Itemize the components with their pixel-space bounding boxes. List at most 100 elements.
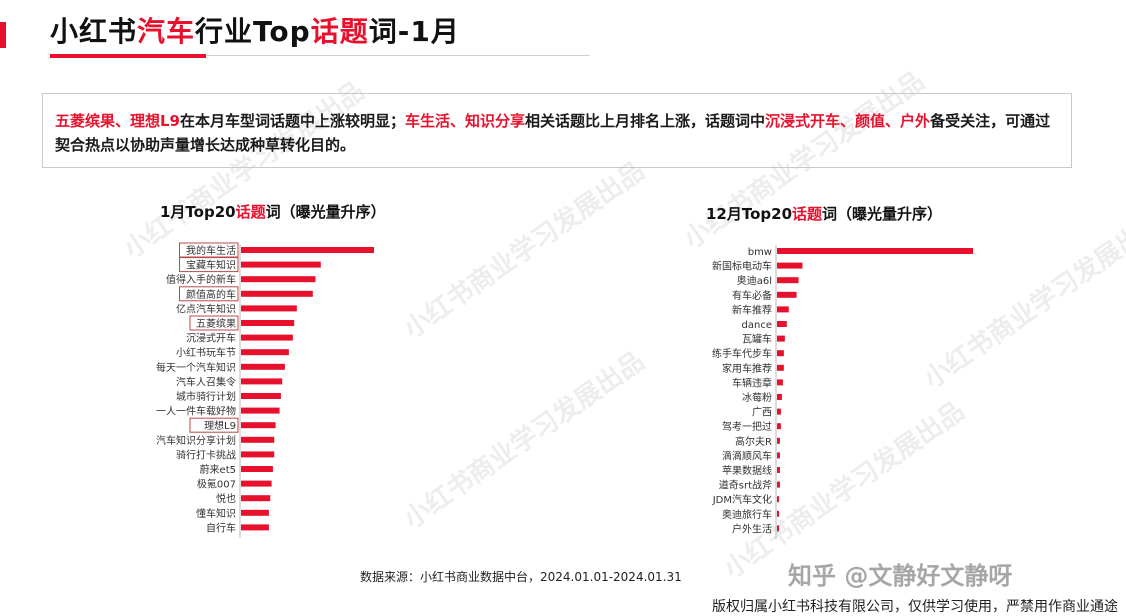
bar	[777, 452, 780, 459]
category-label: 沉浸式开车	[186, 332, 236, 345]
bar	[241, 349, 289, 356]
category-label: 骑行打卡挑战	[176, 448, 236, 461]
title-part: 小红书	[50, 15, 138, 48]
bar	[777, 408, 781, 415]
bar	[777, 248, 973, 254]
category-label: 小红书玩车节	[176, 346, 236, 359]
chart-title-part: 词（曝光量升序）	[822, 205, 943, 223]
summary-text: 备受关注，可通过契合热点以协助声量增长达成种草转化目的。	[55, 112, 1051, 154]
category-label: 瓦罐车	[742, 333, 772, 346]
bar	[241, 436, 275, 443]
chart-title-part: 词（曝光量升序）	[265, 203, 386, 221]
chart-title-jan: 1月Top20话题词（曝光量升序）	[160, 201, 386, 222]
data-source: 数据来源：小红书商业数据中台，2024.01.01-2024.01.31	[360, 570, 682, 584]
bar	[241, 334, 293, 341]
category-label: 亿点汽车知识	[176, 302, 236, 315]
bar	[241, 524, 269, 531]
category-label: 理想L9	[204, 419, 236, 432]
category-label: 奥迪旅行车	[722, 508, 772, 521]
category-label: 车辆违章	[732, 376, 772, 389]
category-label: 一人一件车载好物	[156, 405, 236, 418]
category-label: 值得入手的新车	[166, 273, 236, 286]
category-label: 新国标电动车	[712, 260, 772, 273]
chart-title-dec: 12月Top20话题词（曝光量升序）	[706, 203, 942, 224]
bar	[777, 496, 779, 503]
category-label: 蔚来et5	[200, 464, 236, 476]
bar	[777, 423, 781, 430]
category-label: 五菱缤果	[196, 317, 236, 330]
category-label: 奥迪a6l	[737, 274, 772, 287]
summary-text: 在本月车型词话题中上涨较明显；	[180, 112, 406, 130]
category-label: JDM汽车文化	[712, 493, 772, 506]
category-label: 懂车知识	[196, 507, 236, 520]
chart-title-part: 1月Top20	[160, 203, 236, 221]
category-label: 城市骑行计划	[176, 390, 236, 403]
category-label: 汽车知识分享计划	[156, 434, 236, 447]
summary-highlight: 沉浸式开车、颜值、户外	[765, 112, 931, 130]
highlight-box	[179, 286, 239, 302]
bar	[777, 394, 782, 400]
bar	[241, 305, 297, 312]
bar	[777, 335, 785, 342]
highlight-box	[179, 257, 239, 273]
category-label: 户外生活	[732, 522, 772, 535]
summary-highlight: 五菱缤果、理想L9	[55, 112, 180, 130]
category-label: 滴滴顺风车	[722, 449, 772, 462]
copyright-notice: 版权归属小红书科技有限公司，仅供学习使用，严禁用作商业通途	[712, 599, 1118, 615]
bar	[777, 306, 789, 313]
title-part: 行业Top	[195, 15, 311, 48]
bar	[777, 364, 784, 371]
bar	[241, 480, 272, 487]
category-label: 驾考一把过	[722, 420, 772, 433]
category-label: 广西	[752, 407, 772, 419]
category-label: dance	[742, 320, 772, 331]
bar	[241, 393, 281, 399]
bar	[241, 466, 273, 472]
category-label: 道奇srt战斧	[719, 479, 772, 492]
title-divider	[206, 55, 590, 56]
chart-title-part: 12月Top20	[706, 205, 793, 223]
bar	[777, 262, 803, 269]
bar	[241, 422, 276, 429]
bar	[777, 379, 783, 386]
zhihu-watermark: 知乎 @文静好文静呀	[788, 562, 1013, 590]
summary-box: 五菱缤果、理想L9在本月车型词话题中上涨较明显；车生活、知识分享相关话题比上月排…	[42, 93, 1072, 168]
bar	[241, 290, 313, 297]
category-label: 极氪007	[197, 478, 236, 491]
title-accent-bar	[0, 22, 6, 48]
category-label: 有车必备	[732, 289, 772, 302]
summary-text: 相关话题比上月排名上涨，话题词中	[525, 112, 766, 130]
title-part: 话题	[310, 15, 369, 48]
bar	[241, 407, 280, 414]
bar	[777, 525, 779, 532]
category-label: 新车推荐	[732, 303, 772, 316]
category-label: 冰莓粉	[742, 391, 772, 404]
category-label: 我的车生活	[186, 244, 236, 257]
bar	[777, 291, 797, 298]
category-label: 悦也	[216, 492, 236, 505]
category-label: 苹果数据线	[722, 464, 772, 477]
highlight-box	[179, 242, 239, 258]
bar	[777, 437, 780, 444]
category-label: 家用车推荐	[722, 362, 772, 375]
category-label: 自行车	[206, 521, 236, 534]
title-part: 汽车	[137, 15, 196, 48]
bar	[241, 378, 283, 385]
bar	[777, 277, 799, 284]
highlight-box	[189, 315, 239, 331]
category-label: 宝藏车知识	[186, 259, 236, 272]
title-underline	[50, 54, 206, 58]
summary-highlight: 车生活、知识分享	[405, 112, 526, 130]
bar	[241, 320, 295, 326]
category-label: 汽车人召集令	[176, 375, 236, 388]
bar	[777, 467, 780, 473]
bar	[241, 509, 269, 516]
category-label: 每天一个汽车知识	[156, 361, 236, 374]
bar	[777, 350, 784, 357]
title-part: 词-1月	[368, 15, 460, 48]
highlight-box	[189, 417, 239, 433]
bar	[241, 451, 275, 458]
bar	[777, 321, 787, 327]
